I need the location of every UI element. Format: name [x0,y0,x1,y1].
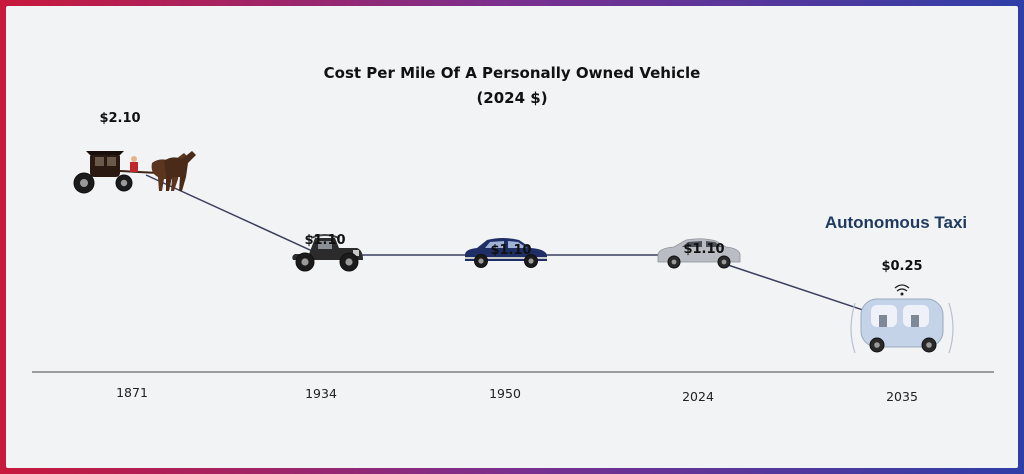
chart-title: Cost Per Mile Of A Personally Owned Vehi… [324,64,701,82]
modern-sedan-icon [657,238,741,269]
x-tick-label: 1950 [489,386,521,401]
x-tick-label: 2035 [886,389,918,404]
x-tick-labels-group: 1871 1934 1950 2024 2035 [116,385,918,404]
x-tick-label: 1871 [116,385,148,400]
chart-frame: Cost Per Mile Of A Personally Owned Vehi… [6,6,1018,468]
chart-subtitle: (2024 $) [476,89,547,107]
autonomous-taxi-icon [850,284,954,354]
cost-per-mile-chart: Cost Per Mile Of A Personally Owned Vehi… [32,64,994,404]
vintage-car-icon [292,234,363,272]
x-tick-label: 2024 [682,389,714,404]
data-labels-group: $2.10 $1.10 $1.10 $1.10 $0.25 [99,111,922,274]
data-label: $1.10 [490,243,531,258]
classic-sedan-icon [465,238,547,268]
autonomous-taxi-annotation: Autonomous Taxi [825,213,967,232]
data-label: $1.10 [304,233,345,248]
vehicle-icons-group [73,151,954,354]
data-label: $1.10 [683,242,724,257]
data-label: $0.25 [881,259,922,274]
x-tick-label: 1934 [305,386,337,401]
data-label: $2.10 [99,111,140,126]
series-line-segment [145,174,322,256]
horse-carriage-icon [73,151,196,194]
